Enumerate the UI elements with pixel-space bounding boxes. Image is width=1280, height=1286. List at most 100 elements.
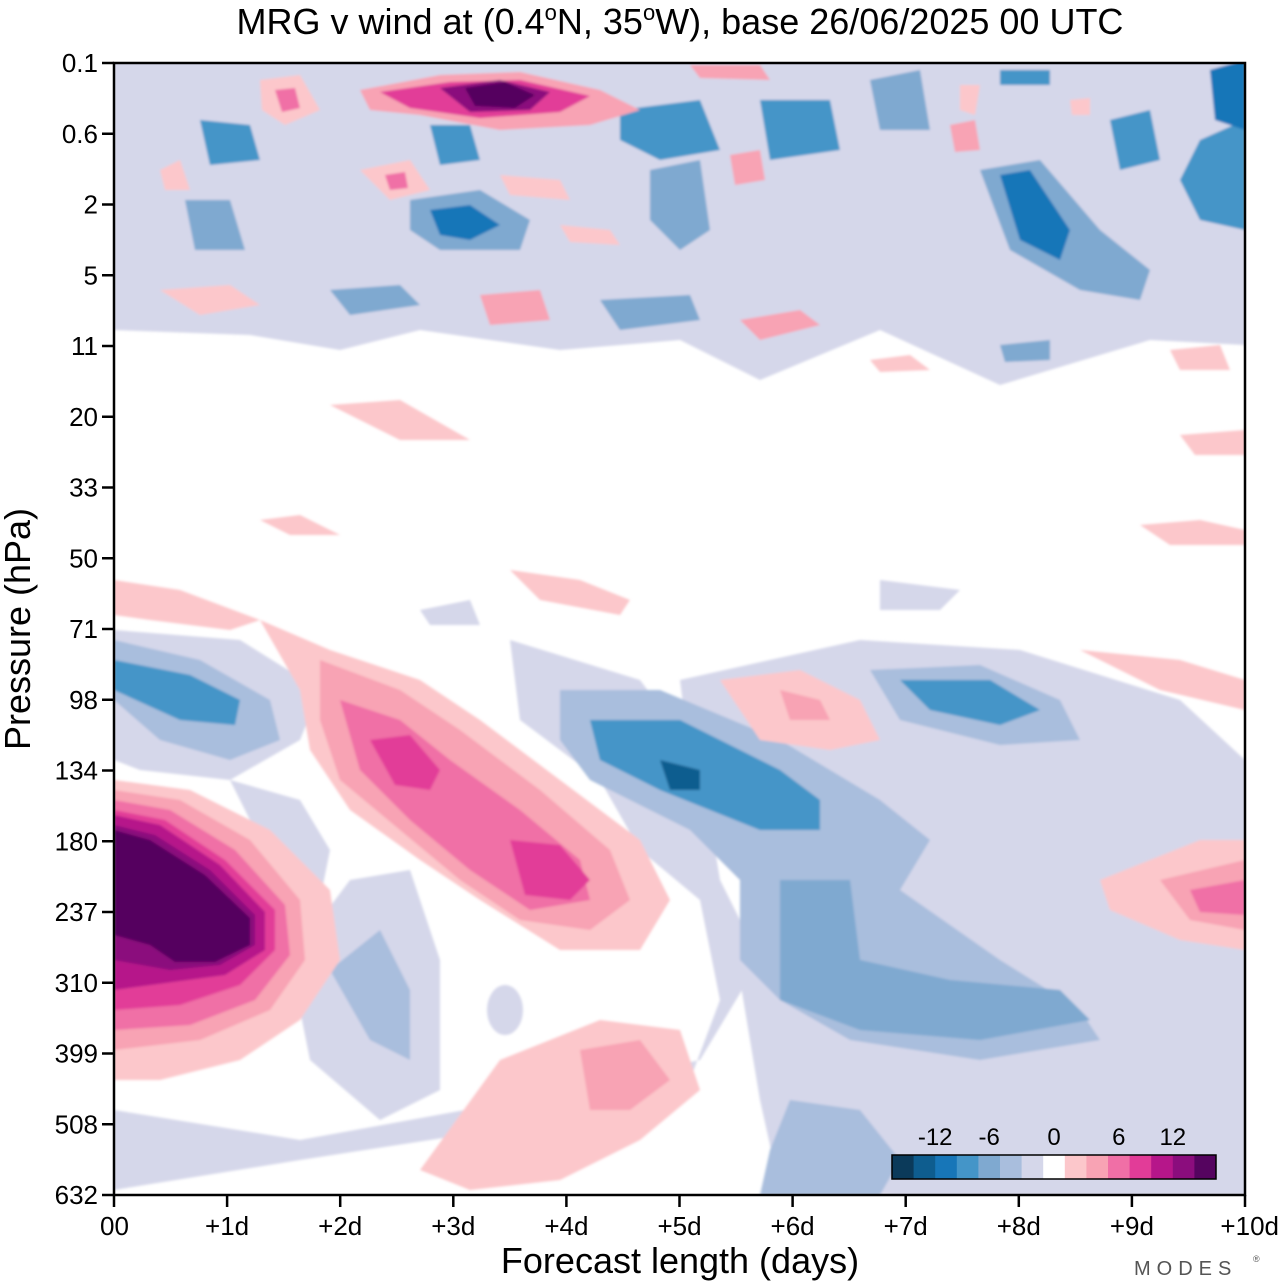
x-tick-label: +9d	[1110, 1211, 1154, 1241]
neg-band	[330, 930, 410, 1060]
x-tick-label: +1d	[205, 1211, 249, 1241]
pos-weak-region	[1080, 650, 1245, 710]
x-tick-label: +4d	[544, 1211, 588, 1241]
colorbar-label: -12	[918, 1124, 953, 1151]
neg-weak-region	[880, 580, 960, 610]
y-tick-label: 180	[55, 826, 98, 856]
x-tick-label: +2d	[318, 1211, 362, 1241]
pos-core	[275, 88, 300, 112]
pos-region	[780, 690, 830, 720]
y-tick-label: 237	[55, 897, 98, 927]
brand-logo: MODES	[1134, 1258, 1237, 1280]
neg-band	[760, 1100, 900, 1195]
pos-core	[370, 735, 440, 790]
pos-weak-region	[1170, 345, 1230, 370]
neg-band	[600, 295, 700, 330]
pos-region	[580, 1040, 670, 1110]
x-tick-label: 00	[100, 1211, 129, 1241]
x-tick-label: +3d	[431, 1211, 475, 1241]
y-tick-label: 50	[69, 543, 98, 573]
neg-band	[1000, 340, 1050, 362]
colorbar-swatch	[956, 1155, 979, 1179]
pos-region	[690, 65, 770, 80]
colorbar-label: 12	[1159, 1124, 1186, 1151]
neg-core	[660, 760, 700, 790]
neg-core	[114, 660, 240, 725]
colorbar-label: 6	[1112, 1124, 1125, 1151]
colorbar-label: 0	[1047, 1124, 1060, 1151]
pos-weak-region	[114, 580, 260, 630]
y-tick-label: 11	[71, 331, 98, 361]
pos-weak-region	[1070, 98, 1090, 115]
pos-region	[480, 290, 550, 325]
pos-core	[385, 172, 408, 190]
colorbar-swatch	[1129, 1155, 1152, 1179]
y-tick-label: 310	[55, 968, 98, 998]
colorbar: -12 -6 0 6 12	[891, 1124, 1217, 1180]
contour-fields	[114, 63, 1245, 1195]
pos-weak-region	[1140, 520, 1245, 545]
plot-area	[114, 63, 1245, 1195]
colorbar-swatch	[1043, 1155, 1066, 1179]
title-degree-2: o	[643, 0, 655, 25]
neg-core	[430, 205, 500, 240]
title-part-3: W), base 26/06/2025 00 UTC	[655, 1, 1123, 42]
pos-region	[740, 310, 820, 340]
x-tick-label: +7d	[884, 1211, 928, 1241]
neg-core	[200, 120, 260, 165]
brand-registered-mark: ®	[1253, 1254, 1260, 1264]
pos-core	[510, 840, 590, 900]
neg-band	[870, 70, 930, 130]
y-tick-label: 33	[69, 473, 98, 503]
neg-core	[760, 100, 840, 160]
neg-core	[1210, 63, 1245, 130]
y-tick-label: 5	[84, 260, 98, 290]
y-axis-label: Pressure (hPa)	[0, 508, 38, 750]
x-tick-label: +6d	[771, 1211, 815, 1241]
x-tick-label: +5d	[657, 1211, 701, 1241]
colorbar-swatch	[1086, 1155, 1109, 1179]
pos-weak-region	[500, 175, 570, 200]
pos-weak-region	[560, 225, 620, 245]
colorbar-label: -6	[979, 1124, 1000, 1151]
colorbar-swatch	[1108, 1155, 1131, 1179]
x-tick-label: +10d	[1220, 1211, 1279, 1241]
title-degree-1: o	[545, 0, 557, 25]
y-tick-label: 399	[55, 1039, 98, 1069]
y-tick-label: 98	[69, 685, 98, 715]
colorbar-swatch	[913, 1155, 936, 1179]
y-tick-label: 2	[84, 190, 98, 220]
neg-band	[330, 285, 420, 315]
pos-weak-region	[1180, 430, 1245, 455]
pos-region	[950, 120, 980, 152]
neg-core	[1180, 120, 1245, 230]
pos-weak-region	[510, 570, 630, 615]
title-part-2: N, 35	[557, 1, 643, 42]
neg-weak-region	[487, 985, 523, 1035]
neg-core	[900, 680, 1040, 725]
pos-weak-region	[330, 400, 470, 440]
x-axis: 00 +1d +2d +3d +4d +5d +6d +7d +8d +9d +10d	[100, 1195, 1279, 1241]
y-tick-label: 0.1	[62, 48, 98, 78]
colorbar-swatch	[1000, 1155, 1023, 1179]
neg-core	[430, 125, 480, 165]
pos-region	[730, 150, 765, 185]
pos-weak-region	[960, 85, 980, 115]
x-tick-label: +8d	[997, 1211, 1041, 1241]
colorbar-swatch	[978, 1155, 1001, 1179]
y-tick-label: 134	[55, 756, 98, 786]
neg-weak-region	[420, 600, 480, 625]
pos-weak-region	[160, 160, 190, 190]
neg-band	[780, 880, 1090, 1040]
colorbar-swatch	[1194, 1155, 1217, 1179]
y-axis: 0.1 0.6 2 5 11 20 33 50 71 98 134 180 237 310 399 508 63…	[55, 48, 114, 1210]
y-tick-label: 20	[69, 402, 98, 432]
colorbar-swatch	[1151, 1155, 1174, 1179]
colorbar-swatch	[1172, 1155, 1195, 1179]
chart-title: MRG v wind at (0.4oN, 35oW), base 26/06/…	[237, 0, 1124, 42]
pos-core	[465, 82, 535, 108]
title-part-1: MRG v wind at (0.4	[237, 1, 545, 42]
colorbar-swatch	[892, 1155, 915, 1179]
pos-core	[114, 830, 250, 962]
